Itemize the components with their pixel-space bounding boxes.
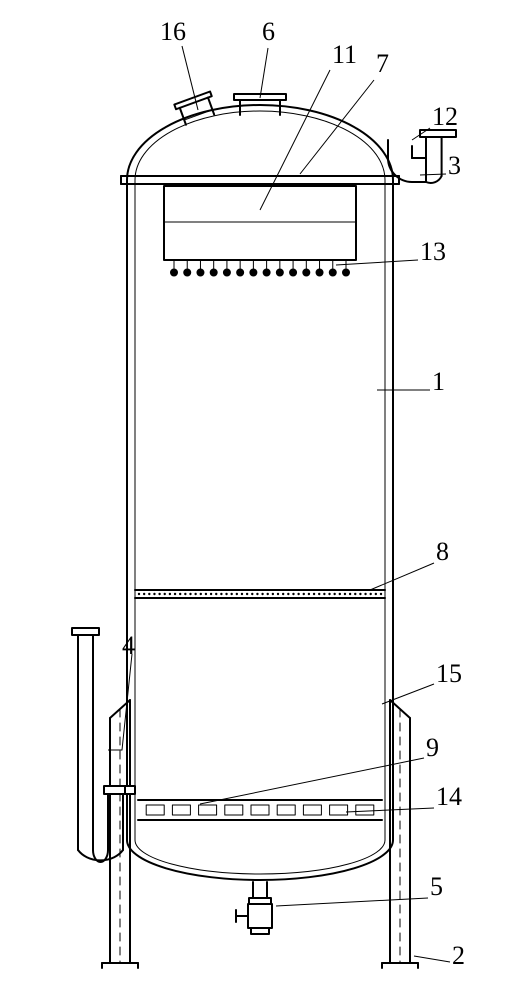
callout-label: 4: [122, 631, 135, 660]
callout-label: 7: [376, 49, 389, 78]
callout-label: 1: [432, 367, 445, 396]
callout-label: 3: [448, 151, 461, 180]
callout-label: 12: [432, 102, 458, 131]
callout-label: 15: [436, 659, 462, 688]
callout-label: 13: [420, 237, 446, 266]
callout-label: 16: [160, 17, 186, 46]
callout-label: 8: [436, 537, 449, 566]
callout-label: 9: [426, 733, 439, 762]
callout-label: 2: [452, 941, 465, 970]
callout-label: 11: [332, 40, 357, 69]
callout-label: 6: [262, 17, 275, 46]
callout-label: 5: [430, 872, 443, 901]
callout-label: 14: [436, 782, 462, 811]
